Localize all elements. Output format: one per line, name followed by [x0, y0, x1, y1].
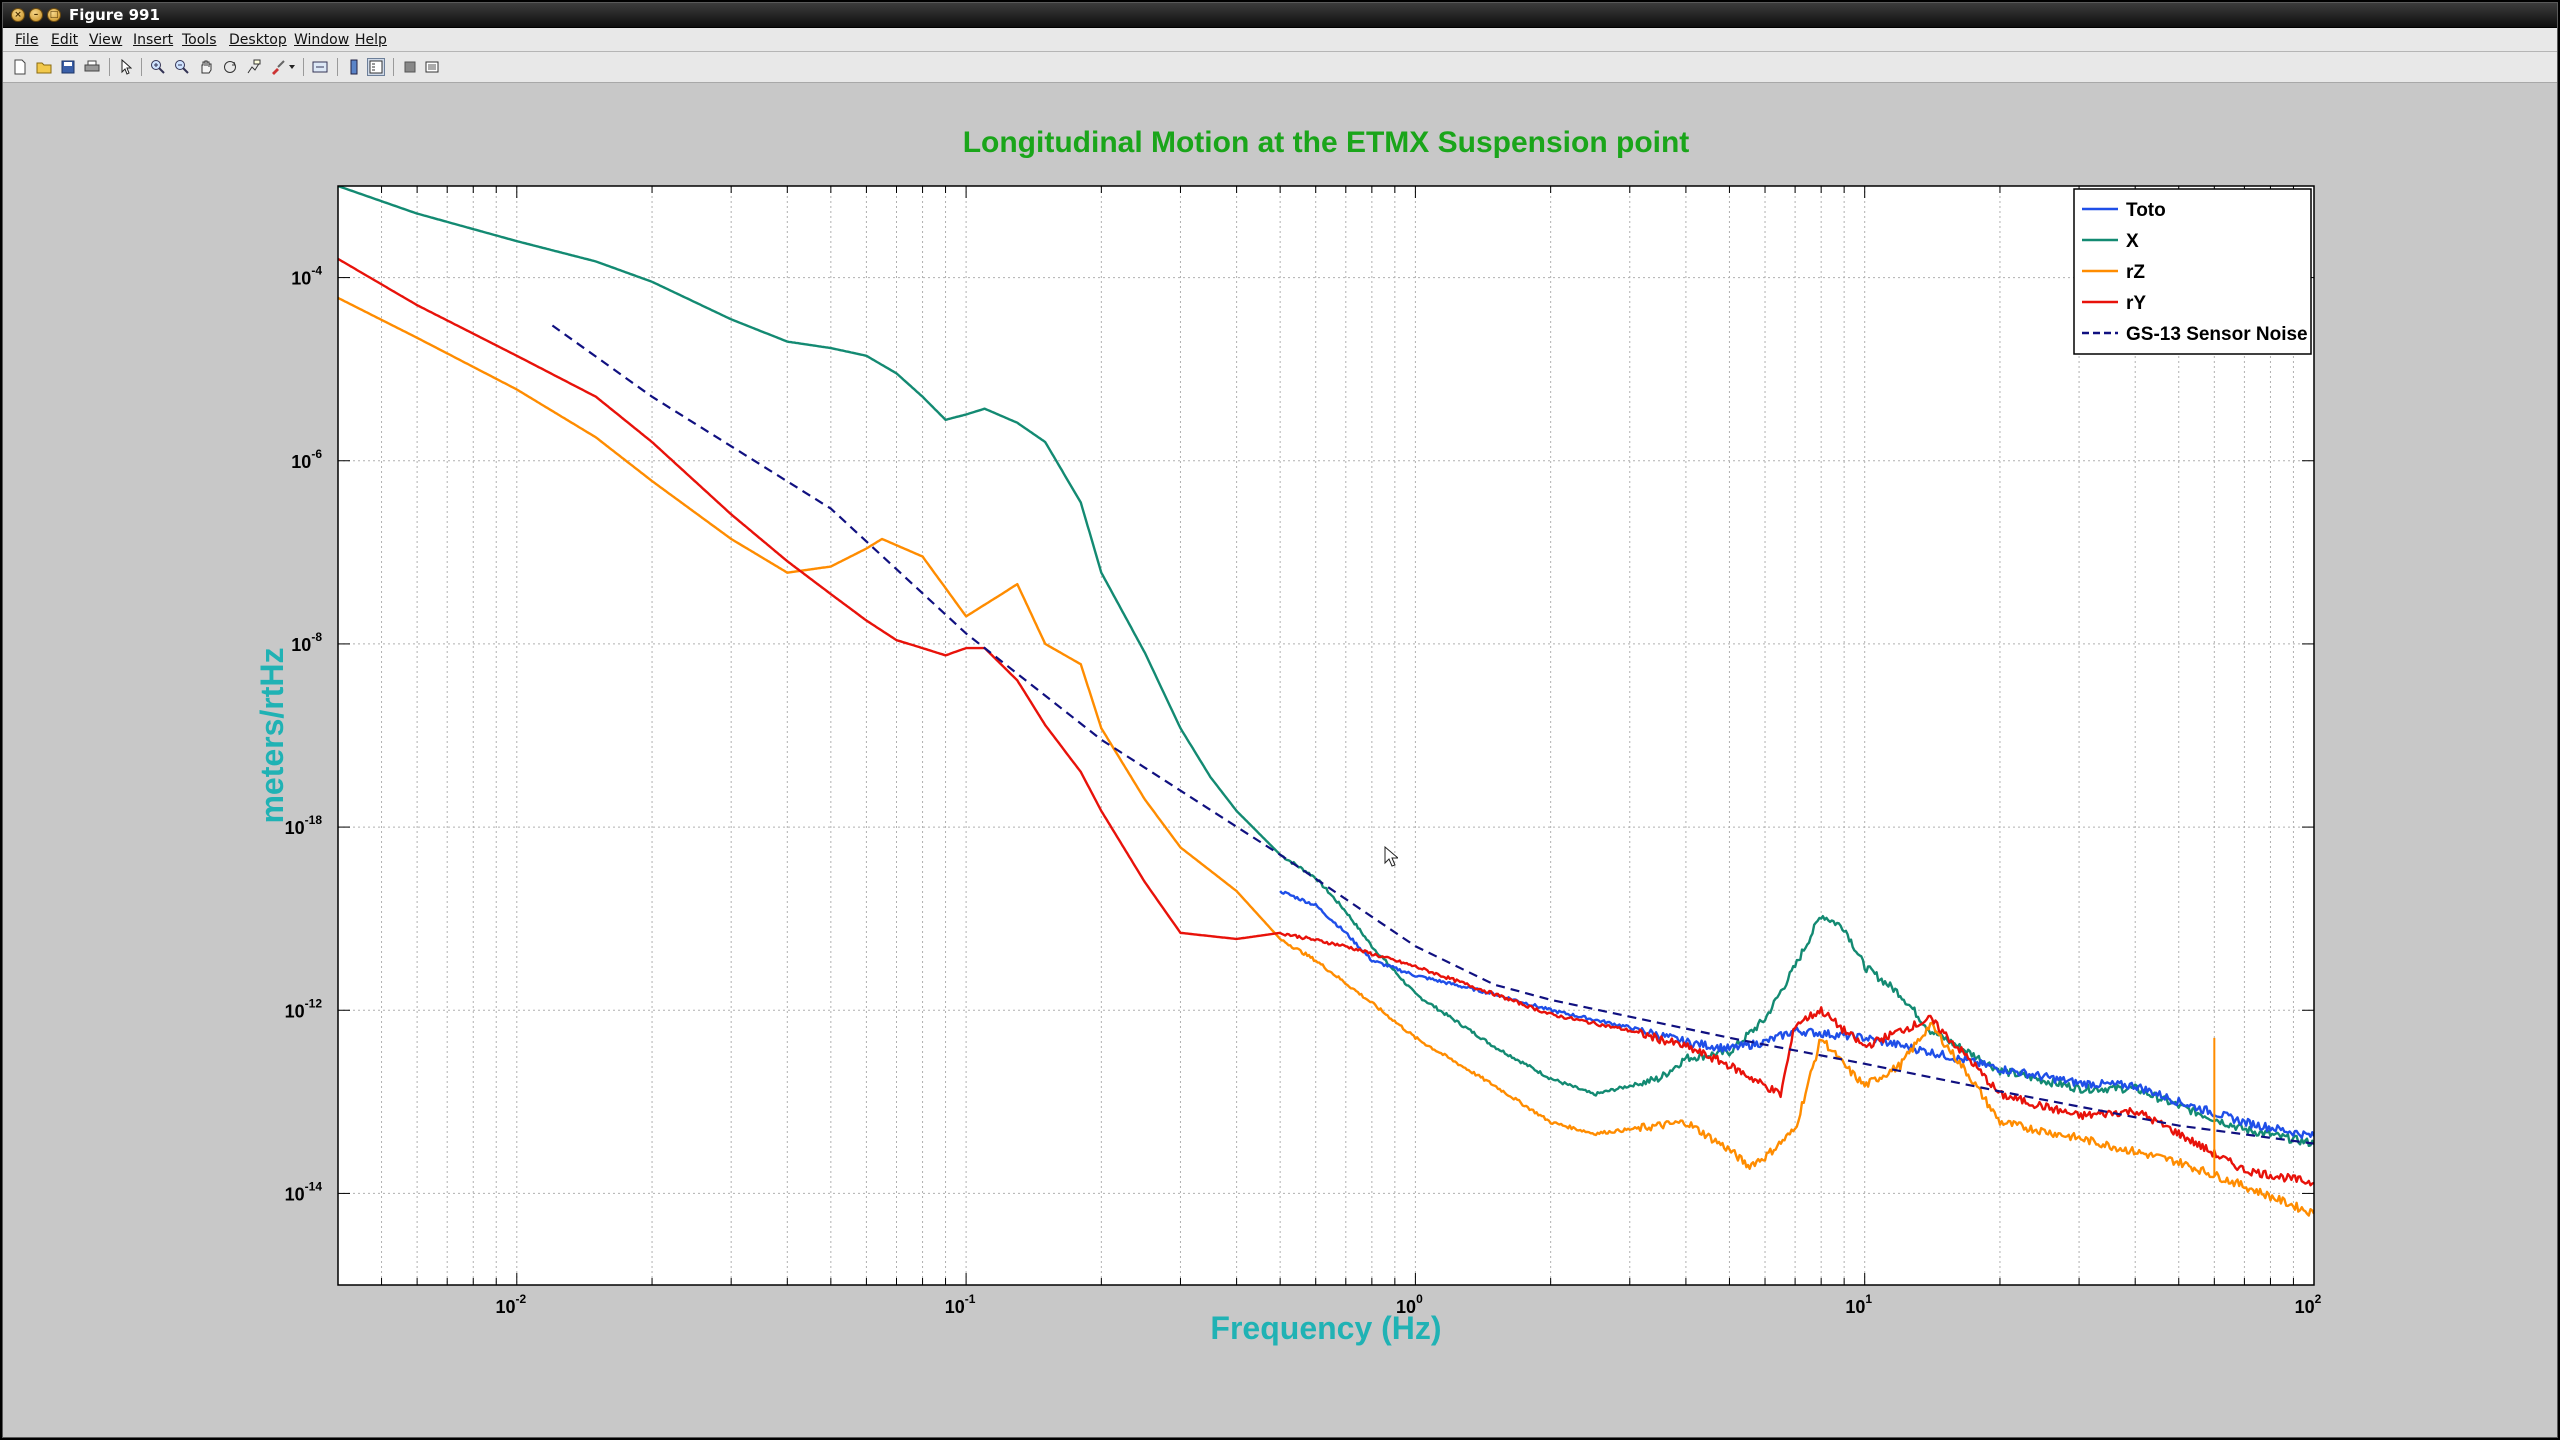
- series-line-toto[interactable]: [1279, 890, 2314, 1139]
- menu-window[interactable]: Window: [294, 32, 349, 48]
- x-tick-label: 100: [1396, 1292, 1423, 1317]
- brush-icon[interactable]: [269, 58, 287, 76]
- figure-canvas: 10-2 10-1 100 101 102 10-4 10-6 10-8 10-18 10-12 1…: [3, 83, 2557, 1437]
- save-icon[interactable]: [59, 58, 77, 76]
- toolbar-separator: [393, 58, 394, 76]
- menu-edit-label: Edit: [51, 32, 79, 48]
- hide-plot-tools-icon[interactable]: [401, 58, 419, 76]
- menu-insert-label: Insert: [133, 32, 174, 48]
- rotate-3d-icon[interactable]: [221, 58, 239, 76]
- legend-label-rz: rZ: [2126, 262, 2145, 283]
- toolbar-separator: [337, 58, 338, 76]
- legend-icon[interactable]: [367, 58, 385, 76]
- toolbar-separator: [109, 58, 110, 76]
- legend-label-gs-13-sensor-noise: GS-13 Sensor Noise: [2126, 324, 2308, 345]
- show-plot-tools-icon[interactable]: [423, 58, 441, 76]
- menu-desktop-label: Desktop: [229, 32, 287, 48]
- title-bar: × – □ Figure 991: [3, 3, 2557, 28]
- grid-lines: [338, 186, 2314, 1285]
- menu-help-label: Help: [355, 32, 387, 48]
- legend-label-ry: rY: [2126, 293, 2146, 314]
- toolbar-separator: [303, 58, 304, 76]
- menu-view[interactable]: View: [89, 32, 122, 48]
- axes-box: [337, 185, 2315, 1286]
- series-line-rz[interactable]: [338, 296, 2314, 1217]
- menu-tools[interactable]: Tools: [182, 32, 217, 48]
- x-tick-label: 10-1: [945, 1292, 976, 1317]
- menu-file-label: File: [15, 32, 39, 48]
- mouse-pointer-icon: [1384, 846, 1398, 867]
- brush-dropdown-icon[interactable]: [287, 58, 297, 76]
- menu-view-label: View: [89, 32, 123, 48]
- menu-edit[interactable]: Edit: [51, 32, 78, 48]
- y-tick-label: 10-8: [291, 630, 322, 655]
- menu-insert[interactable]: Insert: [133, 32, 173, 48]
- open-folder-icon[interactable]: [35, 58, 53, 76]
- zoom-out-icon[interactable]: [173, 58, 191, 76]
- series-lines: [338, 186, 2314, 1217]
- close-window-icon[interactable]: ×: [11, 8, 25, 22]
- menu-help[interactable]: Help: [355, 32, 387, 48]
- pointer-icon[interactable]: [117, 58, 135, 76]
- y-tick-label: 10-18: [285, 813, 323, 838]
- menu-bar: File Edit View Insert Tools Desktop Wind…: [3, 28, 2557, 52]
- data-cursor-icon[interactable]: [245, 58, 263, 76]
- legend[interactable]: Toto XrZ rY GS-13 Sensor Noise: [2073, 188, 2312, 355]
- menu-tools-label: Tools: [182, 32, 217, 48]
- window-title: Figure 991: [69, 6, 160, 24]
- x-tick-label: 10-2: [495, 1292, 526, 1317]
- legend-label-toto: Toto: [2126, 200, 2166, 221]
- maximize-window-icon[interactable]: □: [47, 8, 61, 22]
- link-plot-icon[interactable]: [311, 58, 329, 76]
- print-icon[interactable]: [83, 58, 101, 76]
- legend-label-x: X: [2126, 231, 2139, 252]
- series-line-gs-13-sensor-noise[interactable]: [551, 324, 2314, 1145]
- y-tick-label: 10-4: [291, 264, 322, 289]
- y-tick-label: 10-6: [291, 447, 322, 472]
- toolbar-separator: [141, 58, 142, 76]
- menu-desktop[interactable]: Desktop: [229, 32, 287, 48]
- y-tick-label: 10-14: [285, 1179, 323, 1204]
- chart-title: Longitudinal Motion at the ETMX Suspensi…: [963, 126, 1690, 159]
- new-file-icon[interactable]: [11, 58, 29, 76]
- menu-file[interactable]: File: [15, 32, 38, 48]
- y-tick-label: 10-12: [285, 996, 323, 1021]
- toolbar: [3, 52, 2557, 83]
- x-axis-label: Frequency (Hz): [1210, 1310, 1441, 1346]
- pan-hand-icon[interactable]: [197, 58, 215, 76]
- minimize-window-icon[interactable]: –: [29, 8, 43, 22]
- x-tick-label: 101: [1845, 1292, 1872, 1317]
- x-tick-label: 102: [2295, 1292, 2322, 1317]
- series-line-ry[interactable]: [338, 257, 2314, 1187]
- chart[interactable]: 10-2 10-1 100 101 102 10-4 10-6 10-8 10-18 10-12 1…: [3, 83, 2557, 1437]
- plot-area[interactable]: [338, 186, 2314, 1285]
- menu-window-label: Window: [294, 32, 350, 48]
- zoom-in-icon[interactable]: [149, 58, 167, 76]
- y-axis-label: meters/rtHz: [254, 647, 290, 823]
- colorbar-icon[interactable]: [345, 58, 363, 76]
